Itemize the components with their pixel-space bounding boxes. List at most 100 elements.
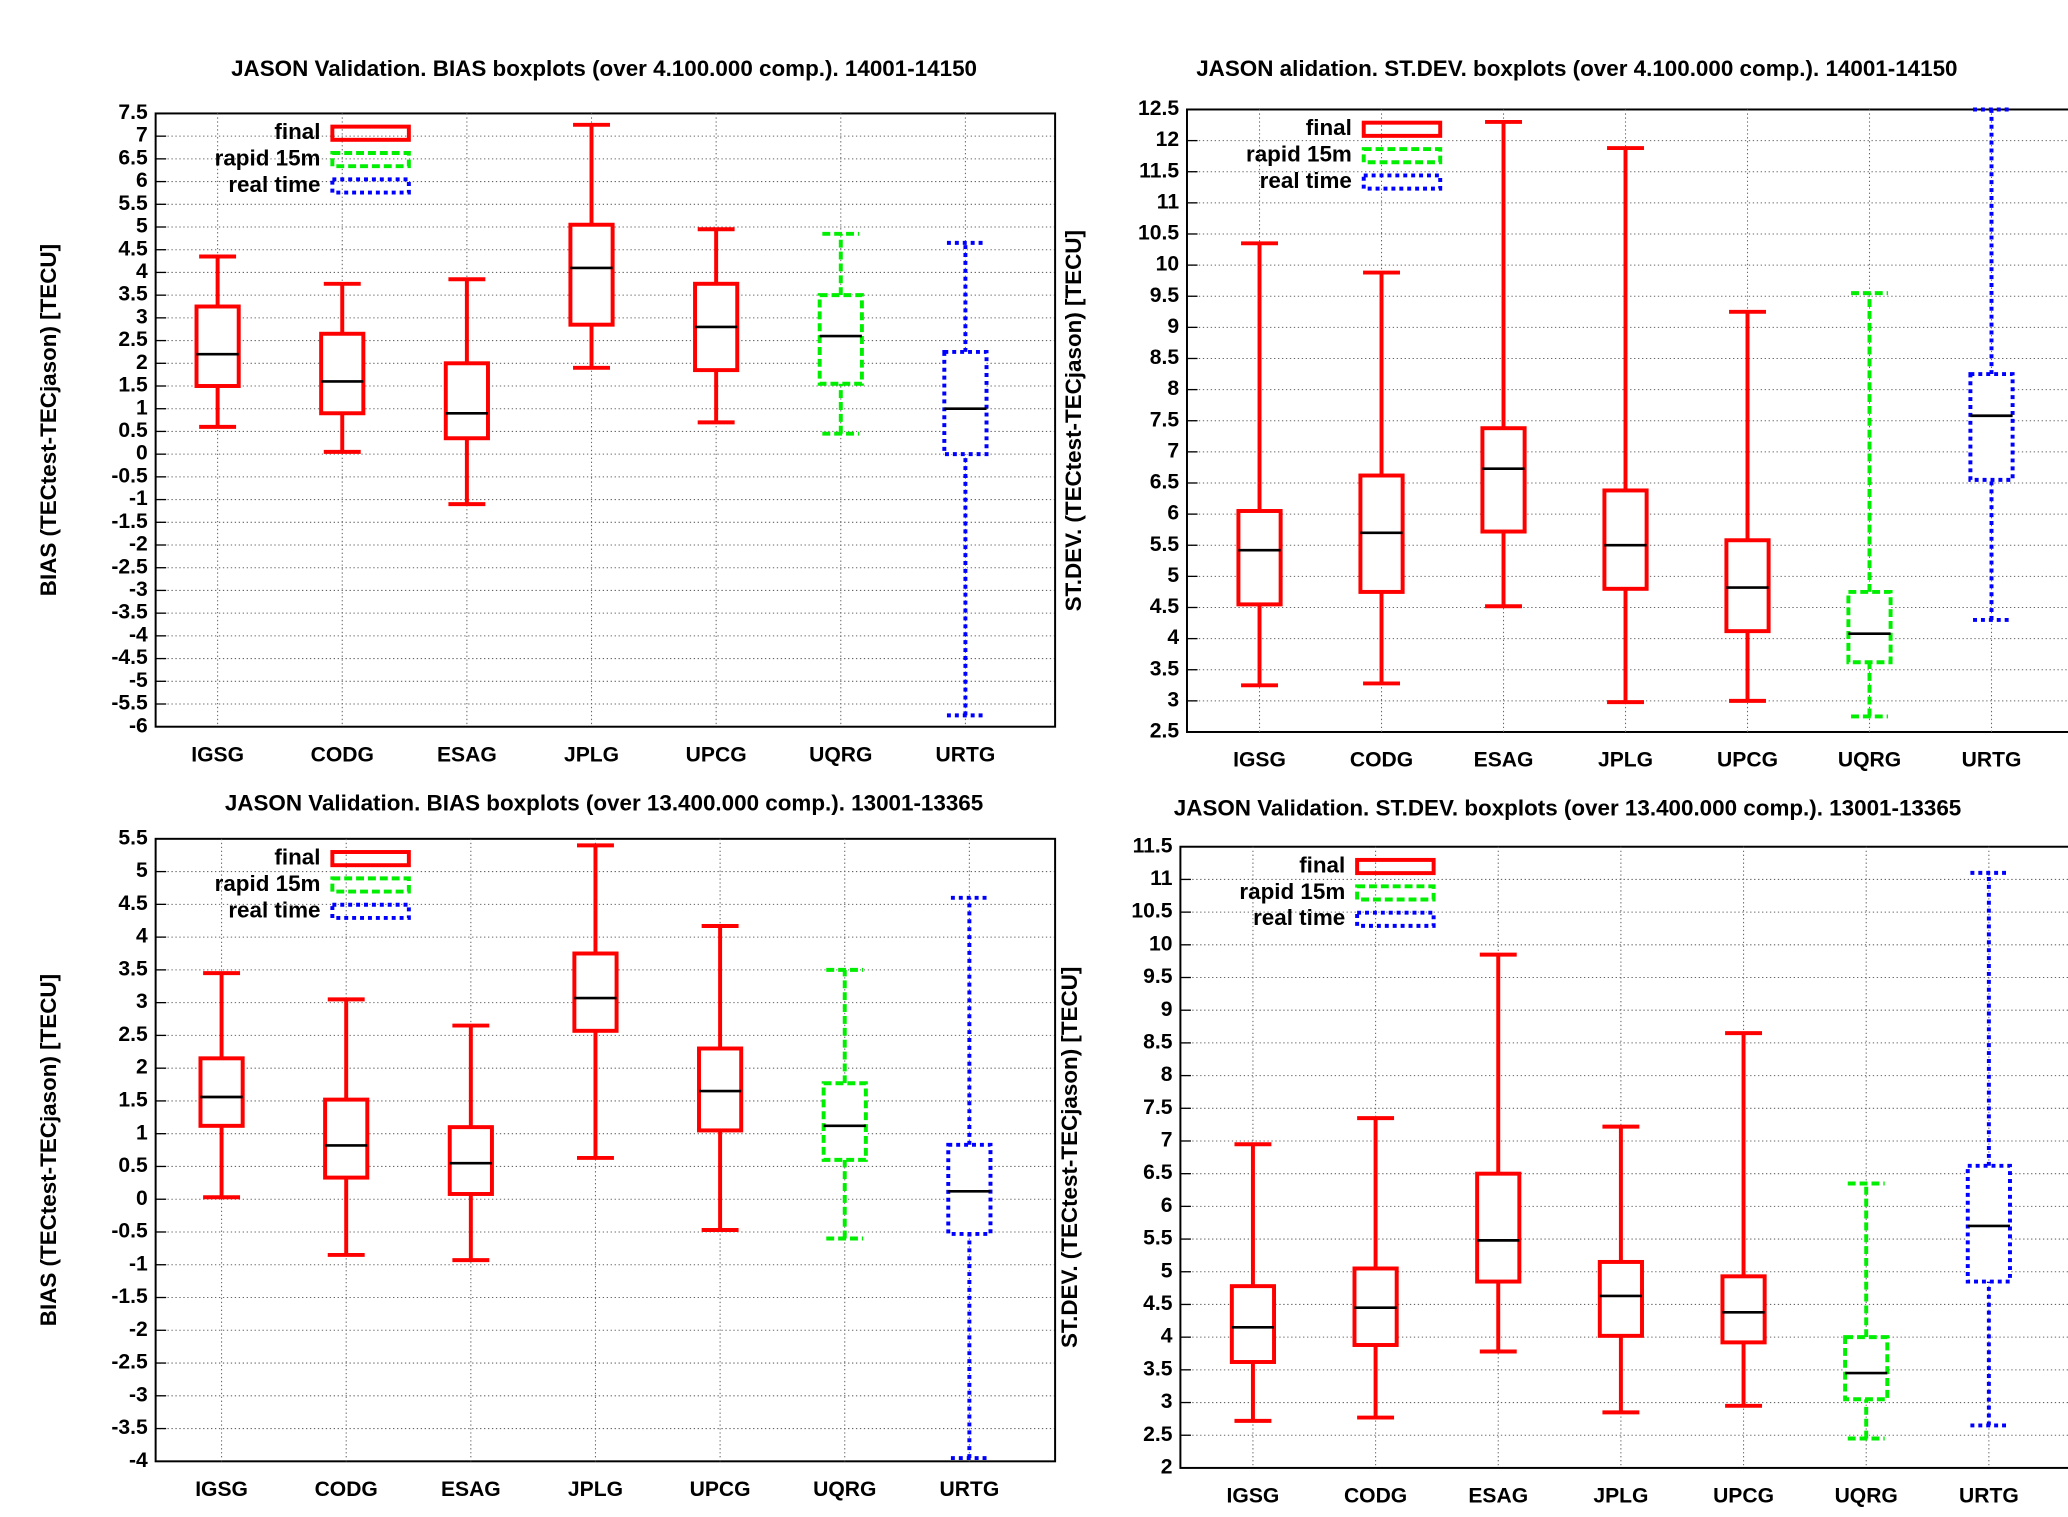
y-tick-label: 11 [1150,867,1173,890]
y-tick-label: 8 [1167,377,1179,400]
box [1475,1171,1522,1284]
y-tick-label: 6 [1167,502,1179,525]
box [443,361,490,441]
box [1236,509,1283,607]
x-tick-label: CODG [1350,749,1413,772]
y-tick-label: 7.5 [118,101,148,124]
box [323,1097,370,1180]
x-tick-label: JPLG [1598,749,1653,772]
box [946,1142,993,1236]
y-tick-label: 5 [136,859,148,882]
y-tick-label: 11.5 [1139,159,1179,182]
plot-frame [154,112,1057,728]
y-tick-label: -3.5 [111,601,148,624]
box [1720,1274,1767,1345]
y-tick-label: 6.5 [118,146,148,169]
x-tick-label: ESAG [437,743,497,766]
y-tick-label: 3 [136,990,148,1013]
y-tick-label: 0 [136,1187,148,1210]
legend-swatch [1355,857,1436,876]
y-tick-label: 6 [136,169,148,192]
x-tick-label: IGSG [191,743,244,766]
x-tick-label: UPCG [1717,749,1778,772]
y-tick-label: -1 [129,1252,148,1275]
box [1480,426,1527,534]
y-tick-label: 6.5 [1143,1161,1173,1184]
y-tick-label: 1 [136,396,148,419]
chart: JASON Validation. BIAS boxplots (over 4.… [36,56,1057,766]
y-tick-label: -5.5 [111,692,148,715]
legend-swatch [330,902,411,920]
x-tick-label: URTG [1962,749,2022,772]
y-tick-label: 12.5 [1138,97,1179,120]
y-axis-label: BIAS (TECtest-TECjason) [TECU] [36,974,61,1326]
box [572,951,619,1033]
box [1597,1259,1644,1338]
y-tick-label: 7 [136,124,148,147]
y-tick-label: 4.5 [118,892,148,915]
legend-label: real time [228,172,320,197]
y-tick-label: -1 [129,487,148,510]
y-tick-label: 7.5 [1143,1096,1173,1119]
y-tick-label: 4 [136,925,148,948]
y-tick-label: 3 [1167,688,1179,711]
y-tick-label: 2.5 [118,1023,148,1046]
y-tick-label: -2 [129,533,148,556]
plot-frame [154,837,1057,1463]
y-tick-label: -2.5 [111,555,148,578]
legend-swatch [1361,120,1443,138]
chart: JASON alidation. ST.DEV. boxplots (over … [1061,56,2068,772]
legend-swatch [1361,147,1443,165]
box [319,331,366,416]
y-tick-label: -3 [129,578,148,601]
y-tick-label: 5.5 [1150,533,1180,556]
y-tick-label: -1.5 [111,1285,148,1308]
y-tick-label: -0.5 [111,464,148,487]
chart-title: JASON Validation. ST.DEV. boxplots (over… [1174,796,1961,821]
x-tick-label: JPLG [564,743,619,766]
y-tick-label: 9.5 [1150,284,1180,307]
y-tick-label: 2.5 [1150,720,1180,743]
chart-title: JASON Validation. BIAS boxplots (over 4.… [231,56,977,81]
y-tick-label: 2 [1161,1456,1173,1479]
y-tick-label: 1.5 [118,374,148,397]
legend-label: real time [1260,168,1352,193]
y-axis-label: ST.DEV. (TECtest-TECjason) [TECU] [1061,230,1086,611]
box [1846,589,1893,665]
box [1965,1163,2012,1284]
box [1968,372,2015,482]
x-tick-label: UPCG [686,743,747,766]
y-tick-label: 5.5 [118,192,148,215]
y-tick-label: 6 [1161,1194,1173,1217]
y-tick-label: -0.5 [111,1220,148,1243]
y-tick-label: 4.5 [1143,1292,1173,1315]
y-tick-label: 1.5 [118,1089,148,1112]
y-tick-label: 8.5 [1150,346,1180,369]
y-tick-label: 3 [136,305,148,328]
y-tick-label: 5 [136,215,148,238]
y-tick-label: 5.5 [1143,1227,1173,1250]
legend-swatch [1355,884,1436,902]
y-tick-label: -3 [129,1383,148,1406]
x-tick-label: URTG [939,1478,999,1501]
y-tick-label: 3.5 [118,957,148,980]
y-tick-label: -4 [129,623,148,646]
y-tick-label: 3.5 [118,283,148,306]
y-axis-label: ST.DEV. (TECtest-TECjason) [TECU] [1057,967,1082,1348]
y-axis-label: BIAS (TECtest-TECjason) [TECU] [36,244,61,596]
legend-swatch [330,177,411,195]
box [1602,488,1649,591]
legend-swatch [330,124,411,142]
box [1724,538,1771,634]
legend-swatch [330,151,411,169]
y-tick-label: 7 [1161,1129,1173,1152]
legend-label: final [1306,115,1352,140]
y-tick-label: 0 [136,442,148,465]
box [1229,1284,1277,1364]
y-tick-label: 3 [1161,1390,1173,1413]
y-tick-label: 4 [1167,626,1179,649]
y-tick-label: 11.5 [1133,834,1173,857]
y-tick-label: 7.5 [1150,408,1180,431]
x-tick-label: URTG [1959,1485,2019,1508]
